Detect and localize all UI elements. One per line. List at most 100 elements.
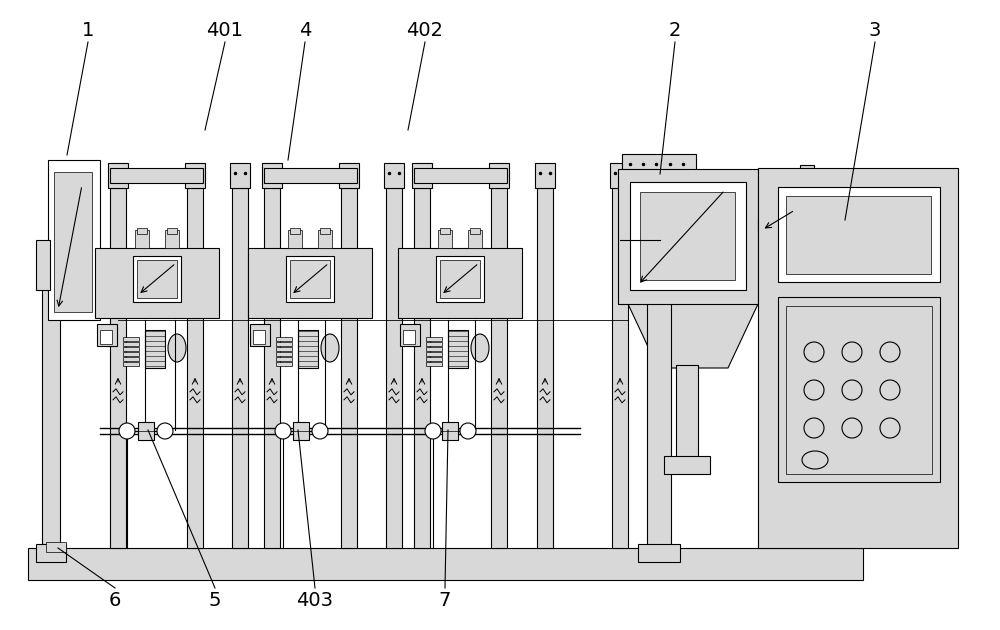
Bar bbox=[276, 347, 292, 351]
Bar bbox=[403, 330, 415, 344]
Bar bbox=[341, 188, 357, 548]
Bar bbox=[840, 214, 875, 242]
Ellipse shape bbox=[802, 451, 828, 469]
Bar bbox=[276, 352, 292, 356]
Ellipse shape bbox=[804, 342, 824, 362]
Bar bbox=[28, 548, 863, 580]
Bar bbox=[640, 192, 735, 280]
Bar bbox=[438, 230, 452, 248]
Bar bbox=[786, 196, 931, 274]
Bar bbox=[97, 324, 117, 346]
Bar bbox=[293, 422, 309, 440]
Bar bbox=[123, 342, 139, 346]
Bar bbox=[535, 163, 555, 188]
Text: 403: 403 bbox=[296, 590, 334, 609]
Bar bbox=[436, 256, 484, 302]
Bar bbox=[290, 228, 300, 234]
Ellipse shape bbox=[880, 380, 900, 400]
Bar bbox=[286, 256, 334, 302]
Bar bbox=[440, 228, 450, 234]
Bar bbox=[800, 165, 814, 255]
Ellipse shape bbox=[842, 342, 862, 362]
Ellipse shape bbox=[321, 334, 339, 362]
Bar bbox=[276, 362, 292, 366]
Bar bbox=[54, 172, 92, 312]
Bar bbox=[339, 163, 359, 188]
Ellipse shape bbox=[119, 423, 135, 439]
Polygon shape bbox=[628, 304, 758, 368]
Bar bbox=[318, 230, 332, 248]
Bar bbox=[778, 297, 940, 482]
Text: 2: 2 bbox=[669, 21, 681, 40]
Bar bbox=[187, 188, 203, 548]
Bar bbox=[48, 160, 100, 320]
Text: 402: 402 bbox=[406, 21, 444, 40]
Bar bbox=[95, 248, 219, 318]
Bar bbox=[489, 163, 509, 188]
Bar bbox=[426, 352, 442, 356]
Bar bbox=[276, 357, 292, 361]
Bar bbox=[123, 357, 139, 361]
Bar bbox=[165, 230, 179, 248]
Bar bbox=[622, 154, 696, 174]
Bar bbox=[630, 182, 746, 290]
Bar bbox=[618, 169, 758, 304]
Bar bbox=[110, 168, 203, 183]
Bar bbox=[414, 188, 430, 548]
Bar bbox=[426, 337, 442, 341]
Bar bbox=[42, 258, 60, 548]
Text: 3: 3 bbox=[869, 21, 881, 40]
Bar bbox=[137, 260, 177, 298]
Bar bbox=[298, 330, 318, 368]
Bar bbox=[253, 330, 265, 344]
Ellipse shape bbox=[804, 418, 824, 438]
Bar bbox=[135, 230, 149, 248]
Bar bbox=[426, 347, 442, 351]
Ellipse shape bbox=[804, 380, 824, 400]
Bar bbox=[230, 163, 250, 188]
Bar bbox=[320, 228, 330, 234]
Ellipse shape bbox=[275, 423, 291, 439]
Text: 401: 401 bbox=[207, 21, 244, 40]
Ellipse shape bbox=[880, 342, 900, 362]
Bar bbox=[400, 324, 420, 346]
Bar bbox=[250, 324, 270, 346]
Bar bbox=[123, 337, 139, 341]
Bar bbox=[440, 260, 480, 298]
Bar bbox=[46, 542, 66, 552]
Bar bbox=[138, 422, 154, 440]
Bar bbox=[36, 240, 50, 290]
Ellipse shape bbox=[862, 172, 938, 248]
Bar bbox=[36, 544, 66, 562]
Bar bbox=[426, 362, 442, 366]
Bar bbox=[676, 365, 698, 460]
Ellipse shape bbox=[157, 423, 173, 439]
Bar bbox=[491, 188, 507, 548]
Bar bbox=[610, 163, 630, 188]
Bar bbox=[145, 330, 165, 368]
Ellipse shape bbox=[460, 423, 476, 439]
Bar bbox=[232, 188, 248, 548]
Bar bbox=[123, 352, 139, 356]
Bar bbox=[786, 306, 932, 474]
Bar bbox=[100, 330, 112, 344]
Bar bbox=[386, 188, 402, 548]
Bar bbox=[123, 362, 139, 366]
Bar bbox=[123, 347, 139, 351]
Ellipse shape bbox=[168, 334, 186, 362]
Bar bbox=[638, 544, 680, 562]
Ellipse shape bbox=[471, 334, 489, 362]
Ellipse shape bbox=[425, 423, 441, 439]
Bar bbox=[264, 188, 280, 548]
Bar bbox=[468, 230, 482, 248]
Bar bbox=[448, 330, 468, 368]
Bar bbox=[384, 163, 404, 188]
Bar bbox=[108, 163, 128, 188]
Bar bbox=[276, 337, 292, 341]
Bar bbox=[262, 163, 282, 188]
Text: 4: 4 bbox=[299, 21, 311, 40]
Bar bbox=[900, 172, 938, 248]
Bar bbox=[398, 248, 522, 318]
Bar bbox=[612, 188, 628, 548]
Bar bbox=[442, 422, 458, 440]
